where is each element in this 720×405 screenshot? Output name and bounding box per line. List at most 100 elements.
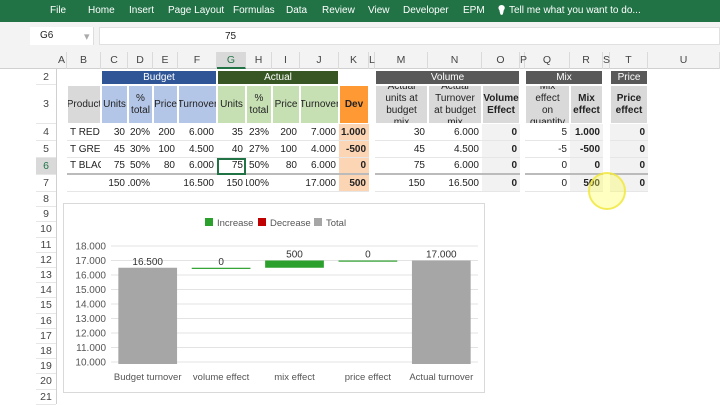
cell-H7[interactable]: 100% [246,175,272,192]
row-header-20[interactable]: 20 [36,374,56,390]
cell-K4[interactable]: 1.000 [339,124,369,141]
group-header-price[interactable]: Price [610,70,648,85]
column-header-R[interactable]: R [570,52,603,69]
cell-D5[interactable]: 30% [128,141,153,158]
cell-O4[interactable]: 0 [482,124,520,141]
row-header-6[interactable]: 6 [36,158,56,175]
cell-R6[interactable]: 0 [570,158,603,175]
column-header-T[interactable]: T [610,52,648,69]
column-header-F[interactable]: F [178,52,217,69]
column-title-C[interactable]: Units [101,85,128,124]
cell-N5[interactable]: 4.500 [428,141,482,158]
ribbon-tab-data[interactable]: Data [286,5,308,16]
ribbon-tab-view[interactable]: View [368,5,390,16]
group-header-volume[interactable]: Volume [375,70,520,85]
cell-M4[interactable]: 30 [375,124,428,141]
cell-I7[interactable] [272,175,300,192]
column-header-I[interactable]: I [272,52,300,69]
cell-J7[interactable]: 17.000 [300,175,339,192]
column-header-U[interactable]: U [648,52,720,69]
cell-G6[interactable]: 75 [217,158,246,175]
cell-N7[interactable]: 16.500 [428,175,482,192]
cell-E7[interactable] [153,175,178,192]
bar-budget-turnover[interactable] [118,267,178,364]
waterfall-chart[interactable]: 10.000 11.000 12.000 13.000 14.000 15.000 16.0… [63,203,485,393]
column-title-T[interactable]: Price effect [610,85,648,124]
cell-G4[interactable]: 35 [217,124,246,141]
column-title-I[interactable]: Price [272,85,300,124]
cell-H5[interactable]: 27% [246,141,272,158]
column-header-L[interactable]: L [369,52,375,69]
row-header-10[interactable]: 10 [36,222,56,238]
cell-B6[interactable]: T BLACK [67,158,101,175]
cell-Q7[interactable]: 0 [525,175,570,192]
bar-mix-effect[interactable] [265,260,324,268]
group-header-budget[interactable]: Budget [101,70,217,85]
name-box[interactable]: G6 [30,27,94,45]
cell-I4[interactable]: 200 [272,124,300,141]
column-title-F[interactable]: Turnover [178,85,217,124]
bar-actual-turnover[interactable] [411,260,471,365]
cell-Q6[interactable]: 0 [525,158,570,175]
row-header-3[interactable]: 3 [36,85,56,124]
cell-N4[interactable]: 6.000 [428,124,482,141]
row-header-16[interactable]: 16 [36,314,56,329]
cell-K6[interactable]: 0 [339,158,369,175]
ribbon-tab-epm[interactable]: EPM [463,5,485,16]
bar-volume-effect[interactable] [191,267,251,269]
cell-Q4[interactable]: 5 [525,124,570,141]
cell-E5[interactable]: 100 [153,141,178,158]
cell-O5[interactable]: 0 [482,141,520,158]
cell-F4[interactable]: 6.000 [178,124,217,141]
column-header-G[interactable]: G [217,52,246,69]
cell-I6[interactable]: 80 [272,158,300,175]
cell-C5[interactable]: 45 [101,141,128,158]
cell-Q5[interactable]: -5 [525,141,570,158]
row-header-18[interactable]: 18 [36,344,56,360]
row-header-17[interactable]: 17 [36,329,56,344]
tell-me-search[interactable]: Tell me what you want to do... [509,5,641,16]
cell-C7[interactable]: 150 [101,175,128,192]
row-header-5[interactable]: 5 [36,141,56,158]
cell-T4[interactable]: 0 [610,124,648,141]
cell-E4[interactable]: 200 [153,124,178,141]
cell-R4[interactable]: 1.000 [570,124,603,141]
cell-M7[interactable]: 150 [375,175,428,192]
row-header-8[interactable]: 8 [36,192,56,208]
row-header-12[interactable]: 12 [36,253,56,268]
legend-label-increase[interactable]: Increase [217,218,253,229]
legend-label-total[interactable]: Total [326,218,346,229]
row-header-19[interactable]: 19 [36,359,56,375]
row-header-7[interactable]: 7 [36,175,56,192]
cell-O7[interactable]: 0 [482,175,520,192]
cell-F6[interactable]: 6.000 [178,158,217,175]
chevron-down-icon[interactable]: ▾ [84,31,90,43]
column-title-O[interactable]: Volume Effect [482,85,520,124]
cell-F7[interactable]: 16.500 [178,175,217,192]
cell-C6[interactable]: 75 [101,158,128,175]
cell-I5[interactable]: 100 [272,141,300,158]
cell-F5[interactable]: 4.500 [178,141,217,158]
group-header-actual[interactable]: Actual [217,70,339,85]
cell-H6[interactable]: 50% [246,158,272,175]
cell-T6[interactable]: 0 [610,158,648,175]
formula-input[interactable]: 75 [99,27,720,45]
cell-G5[interactable]: 40 [217,141,246,158]
cell-D4[interactable]: 20% [128,124,153,141]
ribbon-tab-developer[interactable]: Developer [403,5,449,16]
cell-K7[interactable]: 500 [339,175,369,192]
cell-E6[interactable]: 80 [153,158,178,175]
group-header-mix[interactable]: Mix [525,70,603,85]
row-header-4[interactable]: 4 [36,124,56,141]
cell-M6[interactable]: 75 [375,158,428,175]
cell-C4[interactable]: 30 [101,124,128,141]
ribbon-tab-page-layout[interactable]: Page Layout [168,5,225,16]
column-title-N[interactable]: Actual Turnover at budget mix [428,85,482,124]
column-title-E[interactable]: Price [153,85,178,124]
row-header-14[interactable]: 14 [36,283,56,299]
cell-T5[interactable]: 0 [610,141,648,158]
cell-D7[interactable]: 100% [128,175,153,192]
cell-B5[interactable]: T GREEN [67,141,101,158]
column-header-P[interactable]: P [520,52,527,69]
cell-B7[interactable] [67,175,101,192]
